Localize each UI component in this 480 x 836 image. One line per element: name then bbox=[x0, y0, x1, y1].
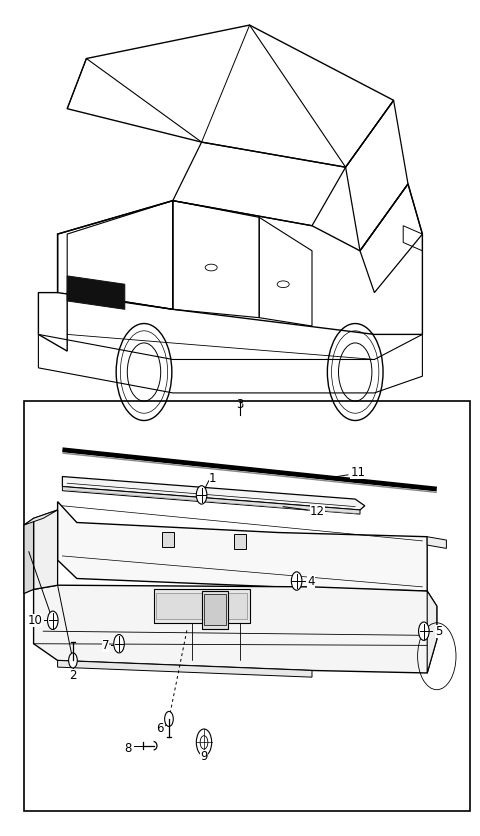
Bar bbox=[202, 591, 228, 629]
Polygon shape bbox=[34, 510, 58, 589]
Circle shape bbox=[200, 736, 208, 749]
Polygon shape bbox=[24, 510, 58, 525]
Text: 9: 9 bbox=[200, 750, 208, 763]
Text: 8: 8 bbox=[125, 742, 132, 755]
Text: 6: 6 bbox=[156, 722, 163, 736]
Circle shape bbox=[196, 486, 207, 504]
Polygon shape bbox=[67, 276, 125, 309]
Polygon shape bbox=[24, 518, 34, 594]
Polygon shape bbox=[62, 487, 360, 514]
Text: 5: 5 bbox=[435, 624, 442, 638]
Polygon shape bbox=[427, 591, 437, 673]
Circle shape bbox=[165, 711, 173, 726]
Bar bbox=[162, 532, 174, 547]
Polygon shape bbox=[62, 477, 365, 510]
Circle shape bbox=[48, 611, 58, 630]
Polygon shape bbox=[58, 660, 312, 677]
Circle shape bbox=[291, 572, 302, 590]
Bar bbox=[204, 594, 226, 625]
Text: 11: 11 bbox=[350, 466, 365, 479]
Bar bbox=[156, 593, 247, 619]
Text: 7: 7 bbox=[102, 639, 109, 652]
Polygon shape bbox=[427, 537, 446, 548]
Circle shape bbox=[196, 729, 212, 756]
Bar bbox=[234, 534, 246, 549]
Bar bbox=[24, 401, 470, 811]
Circle shape bbox=[114, 635, 124, 653]
Text: 10: 10 bbox=[27, 614, 42, 627]
Polygon shape bbox=[58, 502, 427, 591]
Text: 12: 12 bbox=[310, 505, 324, 518]
Text: 1: 1 bbox=[209, 472, 216, 485]
Circle shape bbox=[69, 653, 77, 668]
Circle shape bbox=[419, 622, 429, 640]
Text: 4: 4 bbox=[307, 574, 315, 588]
Text: 3: 3 bbox=[236, 398, 244, 411]
Polygon shape bbox=[34, 585, 437, 673]
Bar bbox=[154, 589, 250, 623]
Text: 2: 2 bbox=[69, 669, 77, 682]
